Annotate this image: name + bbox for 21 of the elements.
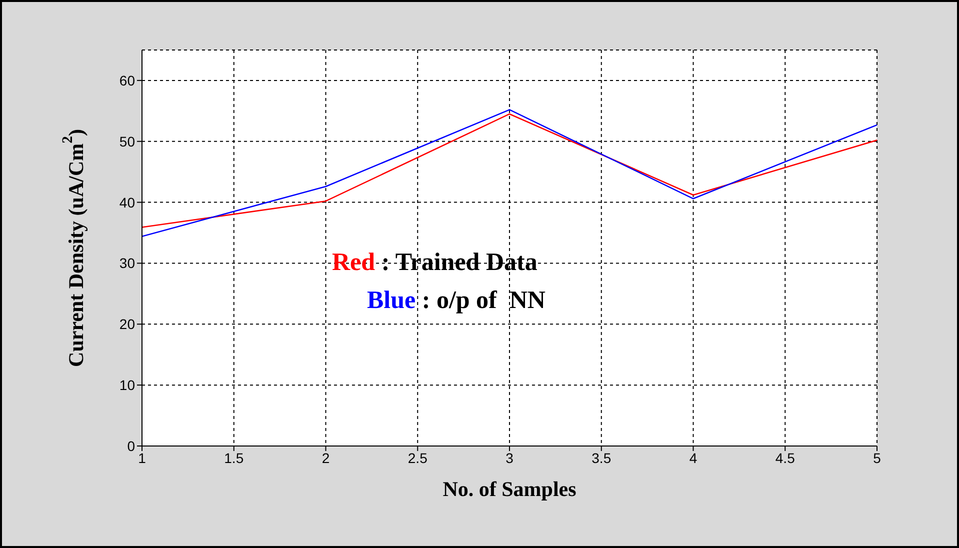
x-tick-label: 4.5 bbox=[775, 450, 796, 466]
x-tick-label: 2.5 bbox=[408, 450, 428, 466]
x-tick-label: 3 bbox=[506, 450, 514, 466]
y-tick-label: 10 bbox=[119, 377, 136, 394]
y-tick-label: 40 bbox=[119, 194, 136, 210]
y-tick-label: 50 bbox=[119, 133, 136, 150]
annotation: : Trained Data bbox=[380, 249, 538, 276]
text: Blue bbox=[367, 287, 416, 314]
x-tick-label: 1 bbox=[138, 450, 146, 466]
x-tick-label: 2 bbox=[322, 450, 330, 466]
y-tick-label: 0 bbox=[127, 438, 136, 454]
x-tick-label: 1.5 bbox=[224, 450, 244, 466]
series-label: Red bbox=[332, 249, 376, 276]
x-tick-label: 3.5 bbox=[592, 450, 612, 466]
annotation: : o/p of NN bbox=[420, 287, 546, 314]
y-tick-label: 20 bbox=[119, 316, 136, 332]
x-tick-label: 5 bbox=[873, 450, 882, 466]
x-axis-title: No. of Samples bbox=[442, 477, 576, 501]
x-tick-label: 4 bbox=[689, 450, 698, 466]
y-tick-label: 30 bbox=[119, 255, 136, 272]
y-tick-label: 60 bbox=[119, 72, 136, 88]
